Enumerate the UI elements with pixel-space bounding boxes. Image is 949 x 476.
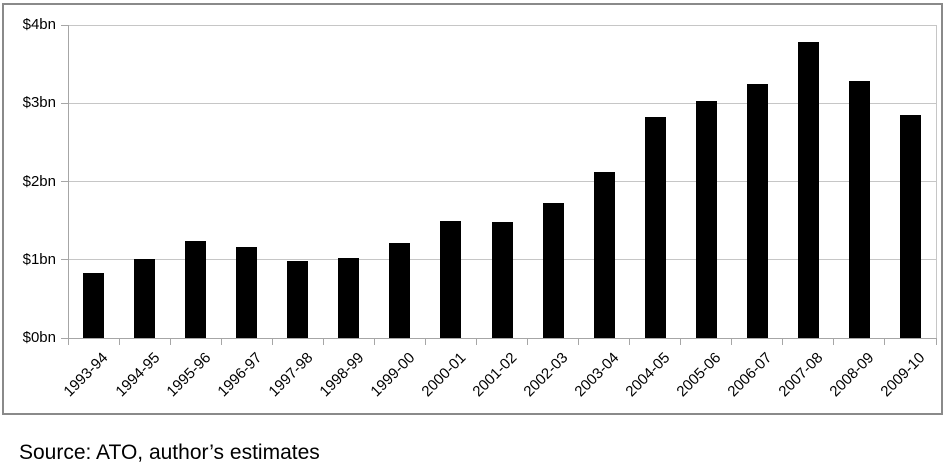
x-axis-tick [271, 338, 273, 345]
x-axis-tick [935, 338, 937, 345]
x-axis-tick [884, 338, 886, 345]
bar [338, 258, 360, 338]
bar [185, 240, 207, 338]
bar [593, 172, 615, 338]
bar [389, 243, 411, 338]
bar [746, 84, 768, 338]
gridline [68, 102, 936, 104]
bar [695, 100, 717, 338]
x-axis-tick [373, 338, 375, 345]
x-axis-tick [782, 338, 784, 345]
bar [134, 258, 156, 338]
x-axis-line [61, 337, 936, 339]
y-axis-label: $4bn [22, 16, 56, 33]
y-axis-line [67, 25, 69, 345]
bar [236, 247, 258, 338]
y-axis-tick [61, 181, 68, 182]
chart-frame [2, 3, 943, 415]
bar [83, 273, 105, 338]
y-axis-tick [61, 259, 68, 261]
y-axis-label: $1bn [22, 250, 56, 268]
y-axis-label: $0bn [22, 329, 56, 346]
gridline [68, 24, 936, 26]
bar [899, 114, 921, 338]
x-axis-tick [475, 338, 477, 345]
x-axis-tick [731, 338, 733, 345]
x-axis-tick [169, 338, 171, 345]
bar [644, 117, 666, 338]
x-axis-tick [629, 338, 631, 345]
bar [440, 221, 462, 338]
source-caption: Source: ATO, author’s estimates [19, 441, 320, 464]
x-axis-tick [833, 338, 835, 345]
x-axis-tick [527, 338, 529, 345]
bar [491, 222, 513, 338]
y-axis-label: $3bn [22, 94, 56, 112]
bar [287, 260, 309, 338]
bar [848, 81, 870, 338]
bar [542, 202, 564, 338]
x-axis-tick [322, 338, 324, 345]
plot-area-right-border [935, 25, 937, 338]
x-axis-tick [424, 338, 426, 345]
x-axis-tick [220, 338, 222, 345]
y-axis-tick [61, 24, 68, 26]
y-axis-label: $2bn [22, 172, 56, 190]
y-axis-tick [61, 102, 68, 104]
x-axis-tick [118, 338, 120, 345]
x-axis-tick [680, 338, 682, 345]
x-axis-tick [578, 338, 580, 345]
gridline [68, 181, 936, 182]
bar [797, 42, 819, 338]
